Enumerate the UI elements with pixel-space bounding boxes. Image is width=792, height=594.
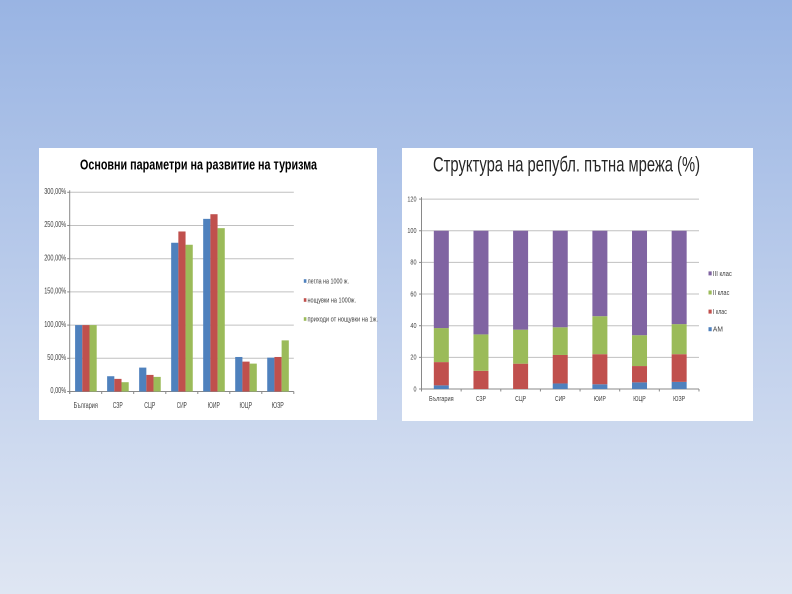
svg-text:легла на 1000 ж.: легла на 1000 ж.: [308, 277, 350, 286]
svg-text:СИР: СИР: [555, 394, 566, 403]
svg-text:СЗР: СЗР: [476, 394, 486, 403]
svg-text:Структура на републ. пътна мре: Структура на републ. пътна мрежа (%): [433, 152, 700, 177]
svg-text:150,00%: 150,00%: [44, 286, 66, 296]
svg-text:20: 20: [410, 355, 416, 362]
svg-text:АМ: АМ: [713, 327, 723, 334]
svg-text:300,00%: 300,00%: [44, 186, 66, 196]
svg-text:Основни параметри на развитие: Основни параметри на развитие на туризма: [80, 156, 317, 173]
svg-text:250,00%: 250,00%: [44, 219, 66, 229]
svg-text:СИР: СИР: [177, 401, 187, 410]
svg-text:ЮЦР: ЮЦР: [633, 394, 646, 403]
svg-text:III клас: III клас: [713, 271, 732, 278]
svg-text:ЮЗР: ЮЗР: [673, 394, 685, 403]
svg-text:0,00%: 0,00%: [50, 385, 66, 395]
svg-text:нощувки на 1000ж.: нощувки на 1000ж.: [308, 296, 357, 305]
svg-text:120: 120: [407, 196, 416, 203]
svg-text:II клас: II клас: [713, 290, 730, 297]
svg-text:40: 40: [410, 323, 416, 330]
svg-text:200,00%: 200,00%: [44, 252, 66, 262]
svg-text:СЦР: СЦР: [515, 394, 526, 403]
svg-text:100,00%: 100,00%: [44, 319, 66, 329]
svg-text:100: 100: [407, 228, 416, 235]
svg-text:80: 80: [410, 260, 416, 267]
svg-text:ЮЗР: ЮЗР: [272, 401, 284, 410]
svg-text:СЗР: СЗР: [113, 401, 123, 410]
svg-text:ЮИР: ЮИР: [208, 401, 220, 410]
svg-text:България: България: [74, 401, 98, 410]
svg-text:50,00%: 50,00%: [47, 352, 66, 362]
svg-text:ЮЦР: ЮЦР: [240, 401, 253, 410]
svg-text:СЦР: СЦР: [144, 401, 155, 410]
svg-text:60: 60: [410, 291, 416, 298]
svg-text:I клас: I клас: [713, 309, 727, 316]
svg-text:приходи от нощувки на 1ж.: приходи от нощувки на 1ж.: [308, 315, 379, 324]
svg-text:България: България: [429, 394, 454, 403]
svg-text:0: 0: [414, 386, 417, 393]
svg-text:ЮИР: ЮИР: [594, 394, 606, 403]
